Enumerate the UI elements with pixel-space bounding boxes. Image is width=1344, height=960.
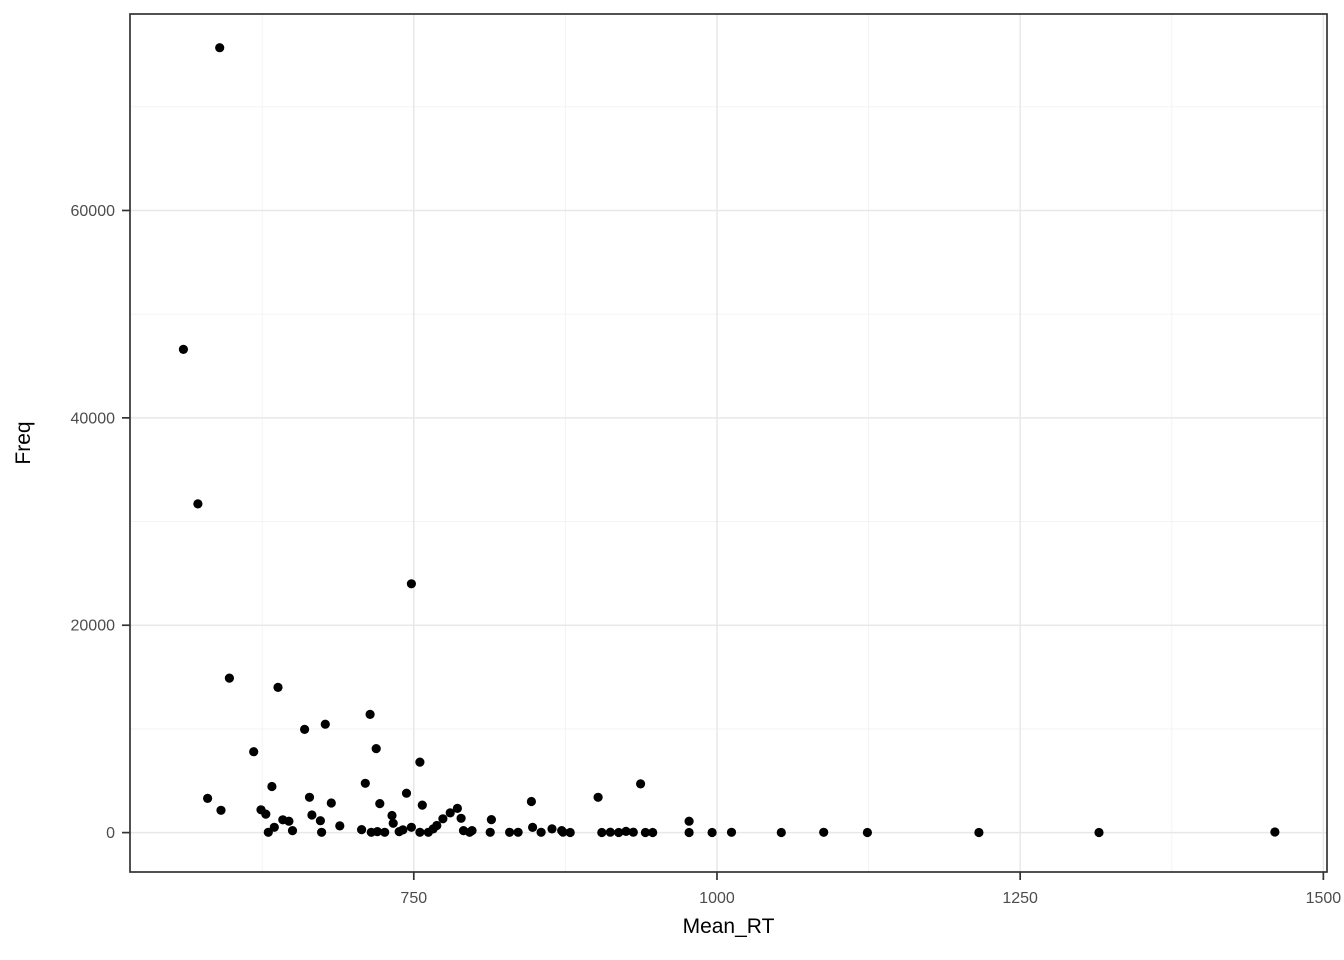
y-tick-label: 60000 bbox=[71, 203, 116, 220]
data-point bbox=[628, 827, 638, 837]
data-point bbox=[263, 827, 273, 837]
data-point bbox=[203, 793, 213, 804]
data-point bbox=[216, 805, 226, 815]
data-point bbox=[315, 816, 325, 826]
data-point bbox=[365, 709, 375, 720]
y-tick-label: 0 bbox=[106, 825, 115, 842]
data-point bbox=[862, 827, 873, 838]
data-point bbox=[593, 792, 603, 802]
panel-border bbox=[129, 13, 1328, 873]
data-point bbox=[398, 825, 408, 835]
data-point bbox=[375, 799, 385, 809]
data-point bbox=[273, 682, 283, 693]
data-point bbox=[640, 827, 651, 838]
x-tick-label: 750 bbox=[400, 890, 427, 907]
data-point bbox=[445, 808, 455, 818]
data-point bbox=[372, 827, 382, 837]
data-point bbox=[401, 788, 412, 798]
x-tick-label: 1250 bbox=[1002, 890, 1038, 907]
x-axis-title: Mean_RT bbox=[683, 915, 775, 938]
grid-minor-layer bbox=[130, 14, 1327, 872]
data-point bbox=[307, 810, 317, 820]
data-point bbox=[684, 827, 694, 838]
data-point bbox=[215, 43, 225, 53]
data-point bbox=[249, 747, 259, 757]
data-point bbox=[300, 724, 310, 735]
data-point bbox=[261, 809, 271, 819]
data-point bbox=[505, 827, 515, 837]
data-point bbox=[452, 803, 462, 814]
data-point bbox=[335, 821, 345, 831]
panel-layer bbox=[130, 14, 1327, 872]
data-point bbox=[485, 827, 495, 837]
data-point bbox=[415, 757, 425, 767]
axis-ticks-layer bbox=[122, 209, 1325, 880]
data-point bbox=[456, 813, 466, 823]
data-point bbox=[178, 344, 188, 354]
data-point bbox=[776, 827, 786, 838]
data-point bbox=[1094, 827, 1104, 838]
data-point bbox=[536, 827, 546, 837]
data-point bbox=[387, 810, 397, 821]
y-tick-label: 40000 bbox=[71, 410, 116, 427]
data-point bbox=[320, 719, 330, 729]
data-point bbox=[648, 827, 658, 838]
y-tick-label: 20000 bbox=[71, 618, 116, 635]
data-point bbox=[526, 796, 537, 807]
data-point bbox=[388, 818, 398, 828]
border-layer bbox=[129, 13, 1328, 873]
data-point bbox=[304, 792, 315, 802]
data-point bbox=[486, 815, 496, 825]
data-point bbox=[558, 827, 568, 837]
data-point bbox=[284, 816, 294, 826]
data-point bbox=[360, 778, 370, 788]
data-point bbox=[726, 827, 737, 837]
data-point bbox=[371, 744, 381, 754]
data-point bbox=[974, 827, 984, 838]
y-axis-title: Freq bbox=[12, 421, 35, 464]
data-point bbox=[684, 816, 694, 826]
points-layer bbox=[178, 43, 1280, 838]
data-point bbox=[597, 827, 607, 838]
data-point bbox=[415, 827, 425, 837]
data-point bbox=[287, 826, 298, 836]
data-point bbox=[819, 827, 829, 837]
data-point bbox=[614, 827, 624, 838]
data-point bbox=[547, 824, 557, 834]
data-point bbox=[621, 826, 631, 837]
panel-background bbox=[130, 14, 1327, 872]
data-point bbox=[1270, 827, 1280, 837]
data-point bbox=[605, 827, 615, 837]
data-point bbox=[438, 814, 448, 824]
data-point bbox=[528, 822, 538, 833]
data-point bbox=[513, 827, 523, 837]
data-point bbox=[406, 822, 416, 832]
data-point bbox=[224, 673, 234, 683]
data-point bbox=[326, 798, 336, 808]
axis-labels-layer: 750 1000 1250 1500 0 20000 40000 60000 bbox=[71, 203, 1342, 907]
data-point bbox=[636, 779, 646, 789]
data-point bbox=[267, 781, 277, 792]
data-point bbox=[357, 825, 367, 835]
data-point bbox=[193, 499, 203, 509]
data-point bbox=[707, 827, 717, 838]
data-point bbox=[380, 827, 390, 837]
data-point bbox=[406, 579, 416, 589]
data-point bbox=[565, 827, 575, 838]
data-point bbox=[417, 800, 427, 810]
x-tick-label: 1500 bbox=[1306, 890, 1342, 907]
data-point bbox=[317, 827, 327, 837]
data-point bbox=[467, 826, 477, 836]
x-tick-label: 1000 bbox=[699, 890, 735, 907]
data-point bbox=[428, 824, 438, 834]
